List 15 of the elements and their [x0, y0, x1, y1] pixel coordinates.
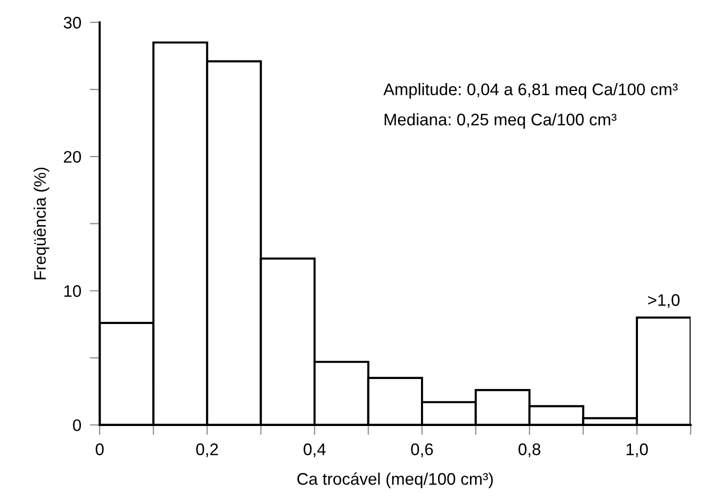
x-tick-label: 0,8: [518, 443, 540, 458]
y-tick-label: 0: [73, 419, 81, 432]
y-tick-label: 10: [64, 285, 81, 297]
annotation: >1,0: [648, 294, 680, 308]
x-tick-label: 0,2: [196, 443, 218, 458]
x-tick-label: 1,0: [626, 443, 648, 458]
annotation: Amplitude: 0,04 a 6,81 meq Ca/100 cm³: [383, 83, 678, 99]
x-tick-label: 0,4: [304, 443, 326, 458]
x-tick-label: 0,6: [411, 443, 433, 458]
annotation: Mediana: 0,25 meq Ca/100 cm³: [384, 113, 616, 129]
x-tick-label: 0: [96, 443, 104, 456]
y-tick-label: 30: [64, 16, 81, 29]
y-axis-title: Freqüência (%): [34, 168, 50, 280]
y-tick-label: 20: [64, 150, 81, 163]
x-axis-title: Ca trocável (meq/100 cm³): [297, 472, 493, 488]
